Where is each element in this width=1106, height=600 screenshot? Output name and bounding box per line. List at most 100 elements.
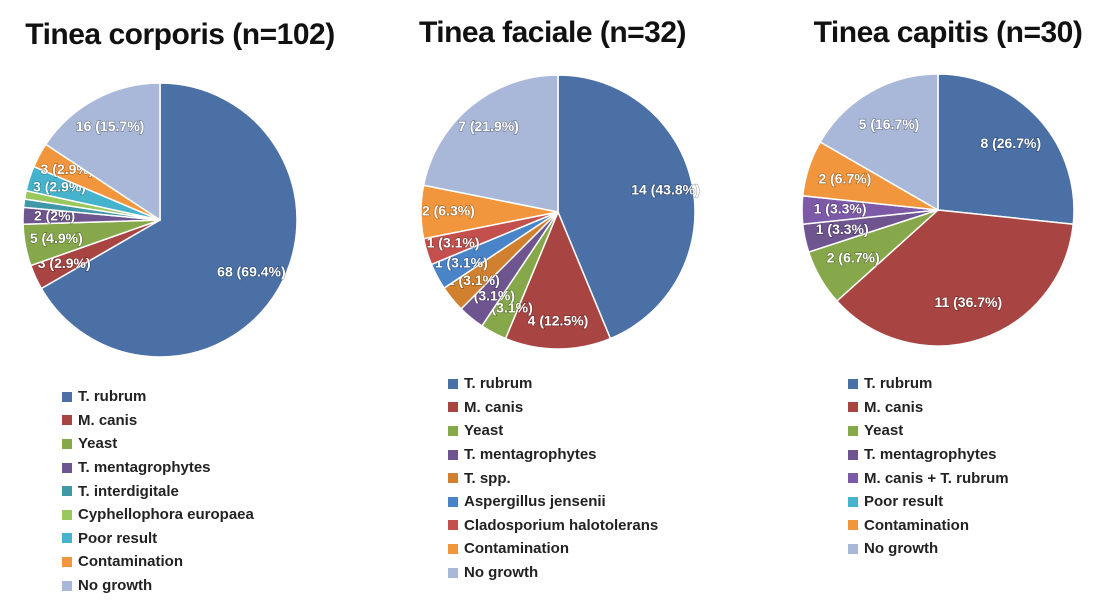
- data-label-t-mentagrophytes: 1 (3.3%): [816, 221, 869, 237]
- legend-label: No growth: [78, 577, 153, 595]
- legend-swatch: [448, 520, 458, 531]
- legend-item-aspergillus-jensenii: Aspergillus jensenii: [448, 490, 658, 514]
- legend-swatch: [62, 462, 72, 473]
- legend-item-contamination: Contamination: [848, 514, 1009, 538]
- legend-item-contamination: Contamination: [448, 537, 658, 561]
- legend-item-cladosporium-halotolerans: Cladosporium halotolerans: [448, 514, 658, 538]
- legend-label: T. rubrum: [864, 375, 933, 393]
- legend-swatch: [62, 509, 72, 520]
- pie-slice-no-growth: [819, 73, 939, 212]
- legend-item-t-mentagrophytes: T. mentagrophytes: [848, 443, 1009, 467]
- legend-swatch: [848, 425, 858, 436]
- legend-swatch: [848, 496, 858, 507]
- legend-item-m-canis: M. canis: [448, 396, 658, 420]
- legend-swatch: [848, 520, 858, 531]
- legend-item-t-mentagrophytes: T. mentagrophytes: [62, 456, 254, 480]
- pie-slice-m-canis: [504, 210, 612, 350]
- legend-item-t-rubrum: T. rubrum: [848, 372, 1009, 396]
- data-label-m-canis-t-rubrum: 1 (3.3%): [814, 201, 867, 217]
- legend-swatch: [848, 473, 858, 484]
- legend-item-t-rubrum: T. rubrum: [62, 385, 254, 409]
- chart-panel-corporis: Tinea corporis (n=102) 68 (69.4%) 3 (2.9%…: [0, 0, 360, 600]
- legend-swatch: [848, 449, 858, 460]
- legend-label: Poor result: [78, 529, 158, 547]
- chart-title: Tinea corporis (n=102): [25, 18, 335, 51]
- legend-swatch: [448, 567, 458, 578]
- data-label-yeast: 5 (4.9%): [30, 230, 83, 246]
- legend-label: Yeast: [464, 422, 504, 440]
- legend-label: Cyphellophora europaea: [78, 506, 254, 524]
- legend-label: No growth: [864, 540, 939, 558]
- legend-swatch: [448, 543, 458, 554]
- legend-item-m-canis: M. canis: [848, 396, 1009, 420]
- legend-label: M. canis + T. rubrum: [864, 469, 1009, 487]
- chart-panel-faciale: Tinea faciale (n=32) 14 (43.8%) 4 (12.5%)…: [370, 0, 735, 600]
- legend-label: T. interdigitale: [78, 482, 179, 500]
- legend-label: Yeast: [78, 435, 118, 453]
- legend-faciale: T. rubrum M. canis Yeast T. mentagrophytes T…: [448, 372, 658, 584]
- legend-item-no-growth: No growth: [448, 561, 658, 585]
- legend-item-no-growth: No growth: [848, 537, 1009, 561]
- legend-label: Contamination: [864, 516, 969, 534]
- legend-label: T. rubrum: [78, 388, 147, 406]
- data-label-no-growth: 5 (16.7%): [859, 116, 920, 132]
- pie-slice-no-growth: [422, 74, 559, 213]
- data-label-m-canis: 11 (36.7%): [934, 294, 1002, 310]
- data-label-m-canis: 4 (12.5%): [528, 312, 589, 328]
- pie-slice-t-rubrum: [937, 73, 1075, 226]
- legend-swatch: [848, 378, 858, 389]
- legend-label: M. canis: [78, 411, 138, 429]
- data-label-no-growth: 7 (21.9%): [458, 118, 519, 134]
- pie-chart-corporis: 68 (69.4%)3 (2.9%)5 (4.9%)2 (2%)3 (2.9%)…: [22, 82, 298, 358]
- legend-swatch: [448, 378, 458, 389]
- legend-item-t-interdigitale: T. interdigitale: [62, 479, 254, 503]
- pie-chart-capitis: 8 (26.7%) 11 (36.7%) 2 (6.7%) 1 (3.3%) 1 (3.…: [801, 73, 1075, 347]
- legend-label: Cladosporium halotolerans: [464, 516, 659, 534]
- legend-capitis: T. rubrum M. canis Yeast T. mentagrophytes M…: [848, 372, 1009, 561]
- legend-swatch: [62, 391, 72, 402]
- legend-item-poor-result: Poor result: [848, 490, 1009, 514]
- legend-swatch: [448, 496, 458, 507]
- legend-label: Aspergillus jensenii: [464, 493, 606, 511]
- legend-swatch: [62, 580, 72, 591]
- data-label-contamination: 2 (6.7%): [818, 170, 871, 186]
- legend-swatch: [448, 425, 458, 436]
- legend-item-contamination: Contamination: [62, 550, 254, 574]
- legend-item-yeast: Yeast: [848, 419, 1009, 443]
- pie-slice-no-growth: [44, 82, 161, 222]
- legend-label: Contamination: [78, 553, 183, 571]
- legend-swatch: [448, 402, 458, 413]
- legend-item-yeast: Yeast: [62, 432, 254, 456]
- legend-item-t-spp: T. spp.: [448, 466, 658, 490]
- legend-label: T. rubrum: [464, 375, 533, 393]
- legend-swatch: [848, 402, 858, 413]
- chart-title: Tinea faciale (n=32): [418, 16, 687, 49]
- legend-swatch: [62, 486, 72, 497]
- pie-slice-t-rubrum: [40, 82, 298, 358]
- legend-swatch: [62, 533, 72, 544]
- chart-panel-capitis: Tinea capitis (n=30) 8 (26.7%) 11 (36.7%)…: [790, 0, 1106, 600]
- data-label-t-rubrum: 68 (69.4%): [217, 263, 285, 279]
- legend-label: Contamination: [464, 540, 569, 558]
- legend-item-yeast: Yeast: [448, 419, 658, 443]
- legend-label: T. spp.: [464, 469, 511, 487]
- data-label-yeast: 2 (6.7%): [827, 250, 880, 266]
- data-label-t-rubrum: 8 (26.7%): [980, 135, 1041, 151]
- legend-swatch: [448, 473, 458, 484]
- legend-swatch: [62, 556, 72, 567]
- data-label-t-rubrum: 14 (43.8%): [631, 181, 699, 197]
- data-label-cladosporium-halotolerans: 1 (3.1%): [427, 235, 480, 251]
- chart-title: Tinea capitis (n=30): [813, 16, 1083, 49]
- legend-item-t-rubrum: T. rubrum: [448, 372, 658, 396]
- legend-item-t-mentagrophytes: T. mentagrophytes: [448, 443, 658, 467]
- data-label-aspergillus-jensenii: 1 (3.1%): [435, 254, 488, 270]
- legend-corporis: T. rubrum M. canis Yeast T. mentagrophytes T…: [62, 385, 254, 597]
- data-label-contamination: 2 (6.3%): [422, 203, 475, 219]
- legend-label: M. canis: [464, 398, 524, 416]
- legend-label: T. mentagrophytes: [864, 446, 997, 464]
- legend-swatch: [848, 543, 858, 554]
- legend-label: T. mentagrophytes: [78, 459, 211, 477]
- legend-label: Yeast: [864, 422, 904, 440]
- pie-chart-faciale: 14 (43.8%)4 (12.5%)1 (3.1%)1 (3.1%)1 (3.…: [420, 74, 700, 350]
- legend-label: T. mentagrophytes: [464, 446, 597, 464]
